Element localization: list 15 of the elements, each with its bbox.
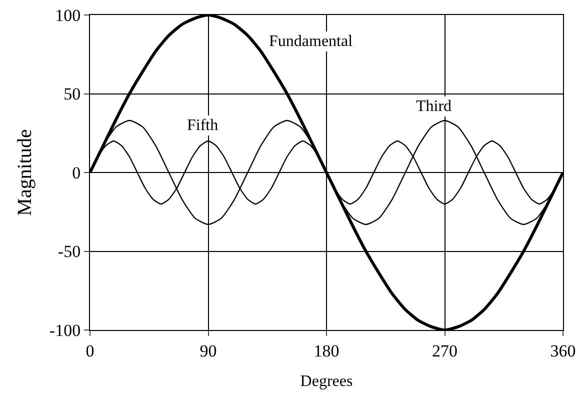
x-tick-label: 90 <box>200 341 217 360</box>
y-tick-label: 100 <box>55 6 81 25</box>
series-label: Fundamental <box>269 33 354 50</box>
series-label: Fifth <box>187 117 218 134</box>
x-axis-title: Degrees <box>300 373 353 390</box>
x-tick-label: 360 <box>550 341 576 360</box>
y-tick-label: -50 <box>58 242 81 262</box>
y-tick-label: -100 <box>49 320 81 340</box>
y-axis-title: Magnitude <box>14 129 36 216</box>
x-tick-label: 0 <box>86 341 94 360</box>
x-tick-label: 270 <box>432 341 458 360</box>
y-tick-label: 50 <box>64 84 81 104</box>
series-label: Third <box>416 98 452 115</box>
y-tick-label: 0 <box>72 163 81 182</box>
x-tick-label: 180 <box>314 341 340 360</box>
